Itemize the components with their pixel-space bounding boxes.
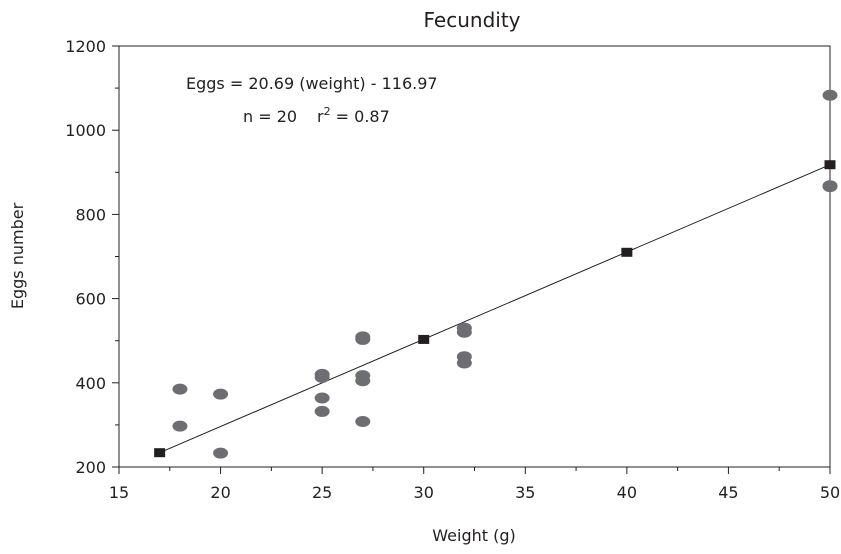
fitted-point <box>154 448 166 458</box>
y-axis-label: Eggs number <box>8 202 27 309</box>
x-axis-label: Weight (g) <box>432 526 515 545</box>
data-point <box>314 392 330 404</box>
fitted-point <box>621 247 633 257</box>
data-point <box>822 89 838 101</box>
y-tick-label: 400 <box>75 374 106 393</box>
data-point <box>314 405 330 417</box>
data-point <box>314 371 330 383</box>
r-squared-symbol: r <box>317 107 324 126</box>
data-point <box>355 333 371 345</box>
y-axis-tick-labels: 200 400 600 800 1000 1200 <box>65 37 106 477</box>
y-tick-label: 1000 <box>65 121 106 140</box>
data-point <box>213 388 229 400</box>
x-tick-label: 15 <box>109 483 129 502</box>
y-axis-ticks <box>112 45 119 468</box>
sample-size-label: n = 20 <box>243 107 297 126</box>
x-tick-label: 20 <box>210 483 230 502</box>
fitted-line-markers <box>154 160 836 458</box>
y-tick-label: 600 <box>75 290 106 309</box>
x-tick-label: 25 <box>312 483 332 502</box>
y-tick-label: 200 <box>75 458 106 477</box>
r-squared-label: r2 = 0.87 <box>317 105 390 126</box>
x-tick-label: 40 <box>617 483 637 502</box>
plot-area-frame <box>118 45 831 468</box>
fitted-point <box>418 334 430 344</box>
x-tick-label: 35 <box>515 483 535 502</box>
data-point <box>213 447 229 459</box>
x-tick-label: 50 <box>820 483 840 502</box>
r-squared-superscript: 2 <box>324 105 331 118</box>
data-point <box>172 420 188 432</box>
x-tick-label: 30 <box>414 483 434 502</box>
regression-equation: Eggs = 20.69 (weight) - 116.97 <box>186 74 438 93</box>
data-point <box>172 383 188 395</box>
data-point <box>355 375 371 387</box>
x-axis-tick-labels: 15 20 25 30 35 40 45 50 <box>109 483 840 502</box>
x-tick-label: 45 <box>718 483 738 502</box>
data-point <box>456 357 472 369</box>
chart-title: Fecundity <box>424 8 521 32</box>
regression-line <box>159 164 831 454</box>
data-point <box>355 416 371 428</box>
x-axis-ticks <box>118 467 831 474</box>
data-point <box>456 326 472 338</box>
r-squared-value: = 0.87 <box>331 107 390 126</box>
fitted-point <box>824 160 836 170</box>
observed-data-points <box>172 89 838 459</box>
data-point <box>822 181 838 193</box>
y-tick-label: 1200 <box>65 37 106 56</box>
y-tick-label: 800 <box>75 205 106 224</box>
